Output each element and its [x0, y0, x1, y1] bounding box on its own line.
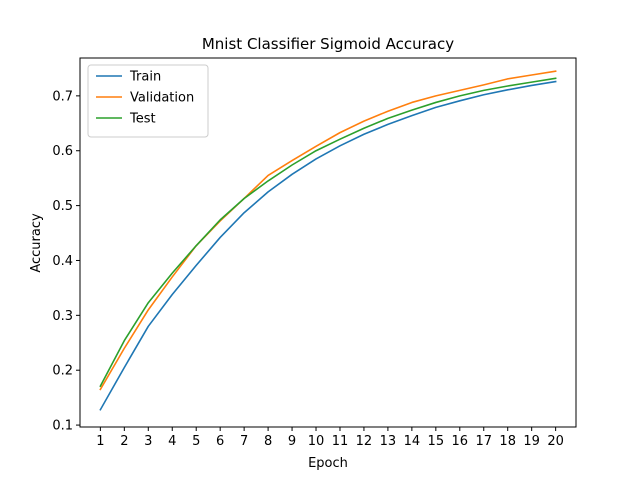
legend-box [87, 64, 209, 138]
x-tick-label: 16 [452, 434, 469, 449]
x-tick-label: 14 [404, 434, 421, 449]
plot-frame [79, 57, 577, 428]
x-tick-label: 13 [380, 434, 397, 449]
x-tick-label: 11 [332, 434, 349, 449]
x-tick-label: 8 [264, 434, 272, 449]
y-tick-label: 0.7 [52, 89, 73, 104]
x-tick-label: 19 [523, 434, 540, 449]
legend-label-train: Train [129, 70, 161, 85]
x-tick-label: 3 [144, 434, 152, 449]
y-axis-label: Accuracy [29, 213, 44, 273]
y-tick-label: 0.1 [52, 419, 73, 434]
x-axis-label: Epoch [308, 456, 348, 471]
x-tick-label: 20 [547, 434, 564, 449]
y-tick-label: 0.2 [52, 364, 73, 379]
x-tick-label: 6 [216, 434, 224, 449]
x-tick-label: 18 [499, 434, 516, 449]
y-tick-label: 0.5 [52, 199, 73, 214]
series-line-validation [99, 70, 557, 391]
series-line-train [99, 80, 557, 411]
y-tick-label: 0.3 [52, 309, 73, 324]
x-tick-label: 9 [288, 434, 296, 449]
x-tick-label: 7 [240, 434, 248, 449]
series-line-test [99, 77, 557, 388]
legend-label-test: Test [129, 112, 156, 127]
series-layer [99, 70, 557, 411]
x-tick-label: 17 [475, 434, 492, 449]
legend: Train Validation Test [87, 64, 209, 138]
y-tick-label: 0.6 [52, 144, 73, 159]
x-tick-label: 15 [428, 434, 445, 449]
x-tick-label: 4 [168, 434, 176, 449]
x-tick-label: 2 [120, 434, 128, 449]
ticks-layer: 1 2 3 4 5 6 7 8 9 10 11 12 13 14 15 16 17 18 19 200.10.20.3… [52, 89, 564, 449]
legend-label-validation: Validation [130, 91, 194, 106]
x-tick-label: 10 [308, 434, 325, 449]
x-tick-label: 12 [356, 434, 373, 449]
x-tick-label: 1 [96, 434, 104, 449]
chart-title: Mnist Classifier Sigmoid Accuracy [202, 35, 454, 53]
y-tick-label: 0.4 [52, 254, 73, 269]
x-tick-label: 5 [192, 434, 200, 449]
